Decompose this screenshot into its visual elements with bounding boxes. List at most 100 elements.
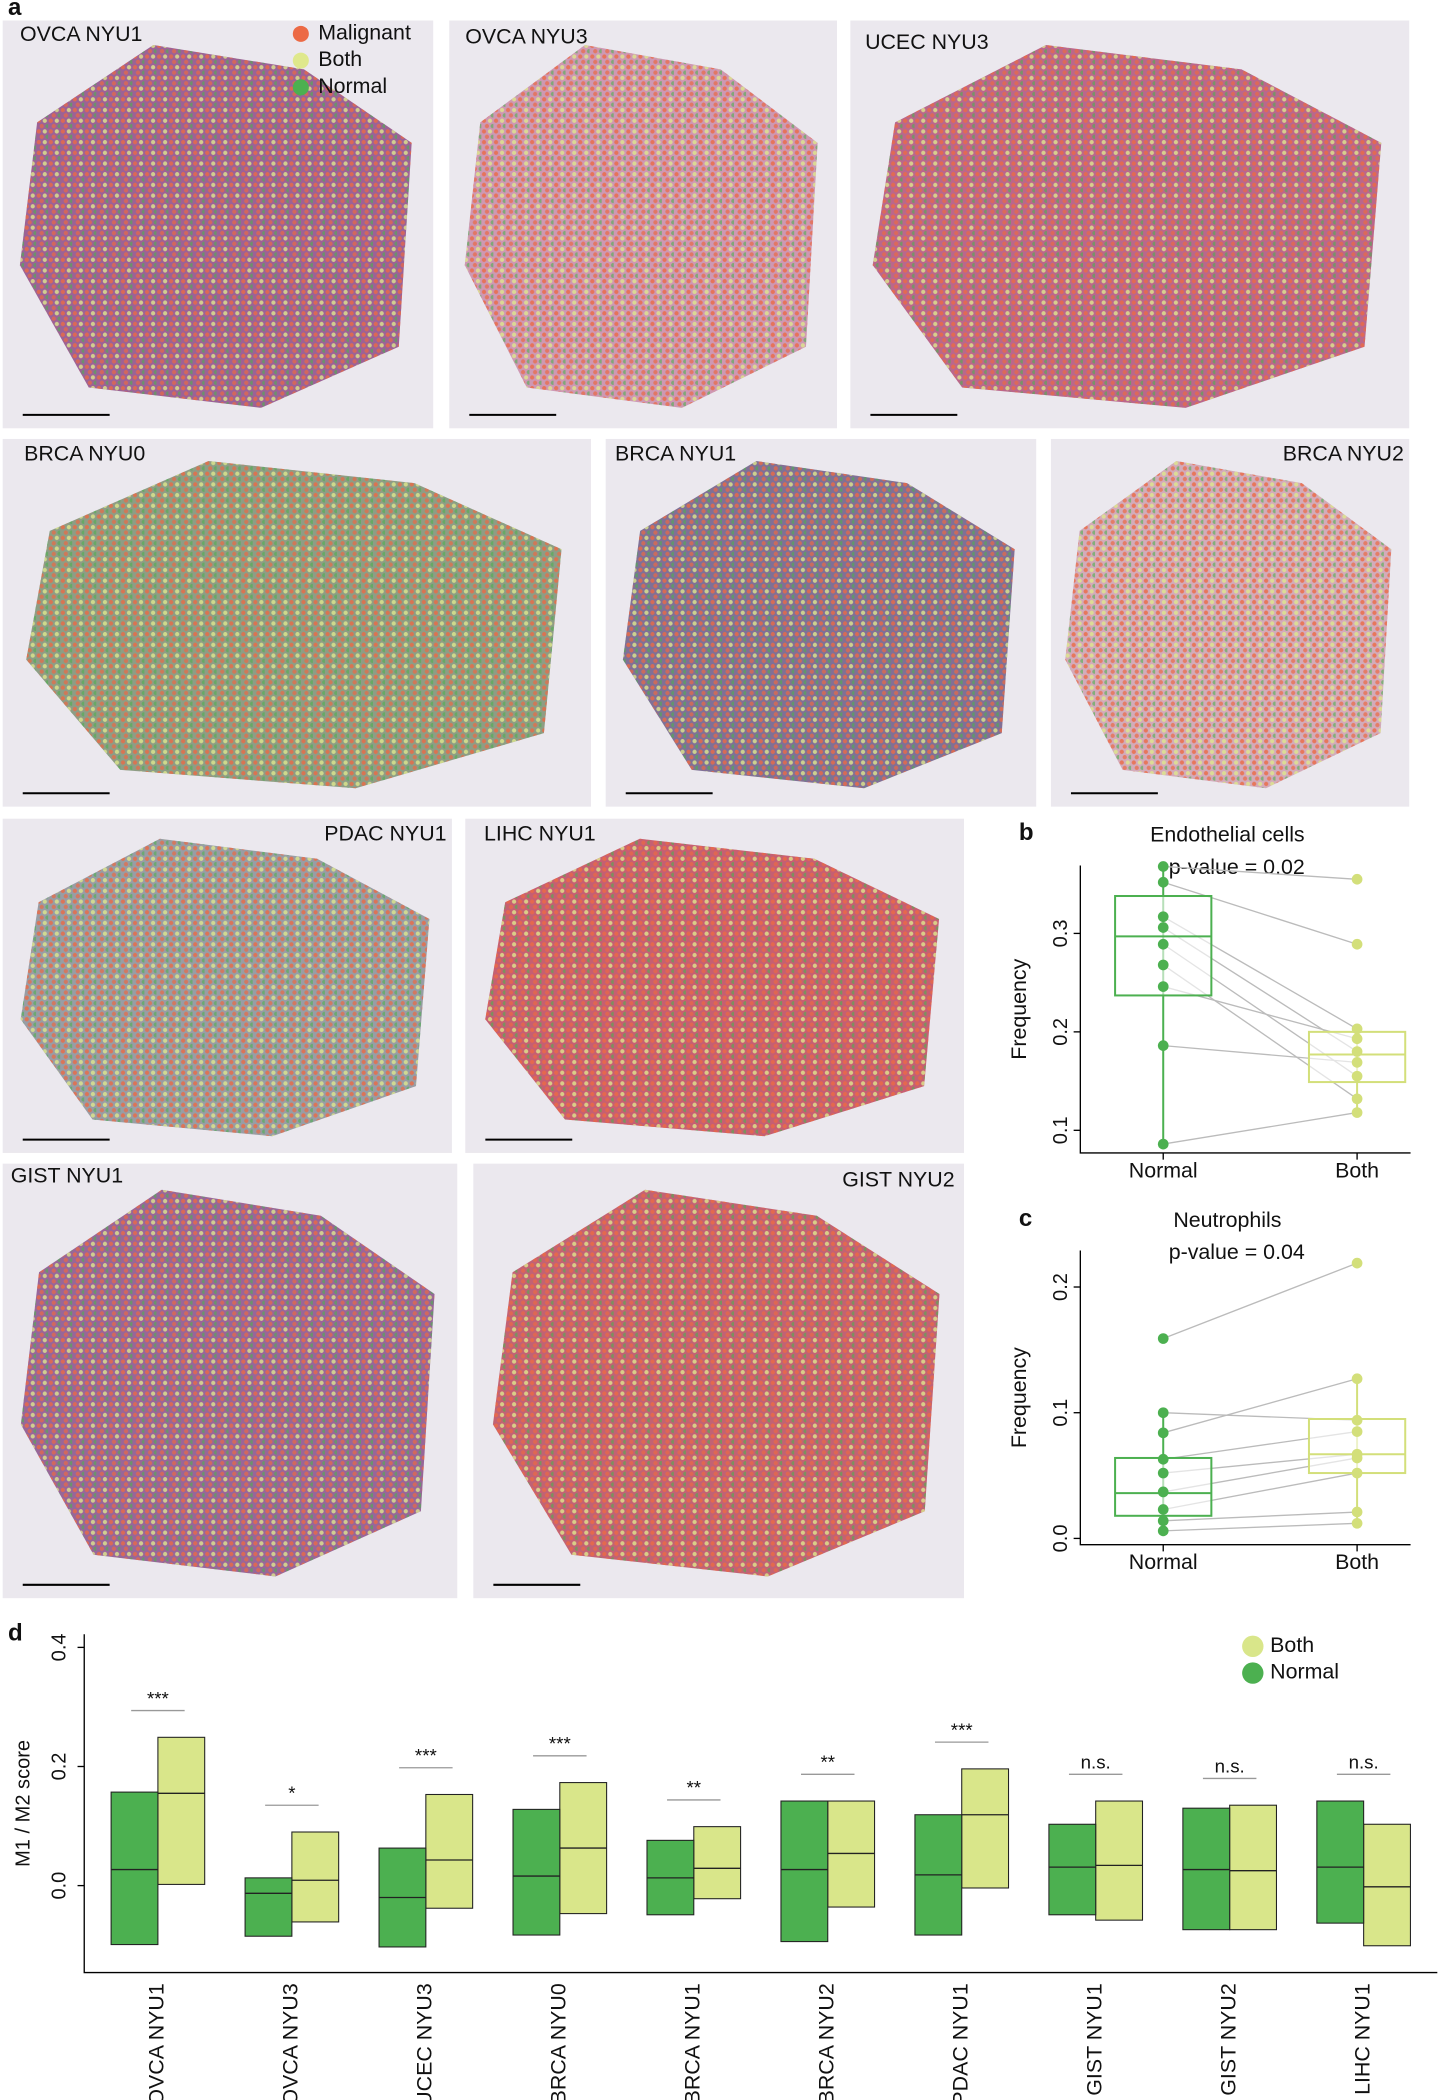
panel-a: OVCA NYU1 OVCA NYU3 UCEC NYU3 BRCA NYU0 BRCA… bbox=[2, 20, 1410, 1599]
y-tick-label: 0.2 bbox=[48, 1753, 70, 1781]
y-tick-label: 0.2 bbox=[1050, 1018, 1072, 1046]
range-box bbox=[1229, 1804, 1278, 1931]
tissue-spots bbox=[492, 1189, 940, 1577]
point bbox=[1157, 1515, 1169, 1527]
point bbox=[1157, 1525, 1169, 1537]
point bbox=[1157, 1427, 1169, 1439]
legend-label: Both bbox=[318, 47, 362, 71]
sample-label: OVCA NYU3 bbox=[465, 25, 587, 49]
range-box bbox=[1363, 1823, 1411, 1947]
tissue-spots bbox=[19, 44, 412, 408]
panel-label: b bbox=[1019, 819, 1034, 846]
y-tick-label: 0.0 bbox=[1050, 1524, 1072, 1552]
point bbox=[1157, 1467, 1169, 1479]
legend-label: Normal bbox=[318, 74, 387, 98]
chart-title: Endothelial cells bbox=[1150, 823, 1304, 847]
range-box bbox=[425, 1793, 474, 1909]
sig-label: ** bbox=[820, 1752, 835, 1773]
sample-label: OVCA NYU1 bbox=[20, 22, 142, 46]
tissue-spots bbox=[622, 461, 1015, 789]
range-box bbox=[1095, 1800, 1144, 1921]
point bbox=[1157, 981, 1169, 992]
point bbox=[1157, 1138, 1169, 1150]
y-tick-label: 0.4 bbox=[48, 1633, 70, 1661]
point bbox=[1157, 876, 1169, 888]
panel-label: a bbox=[8, 0, 22, 21]
x-tick-label: GIST NYU2 bbox=[1216, 1983, 1240, 2095]
legend-label: Malignant bbox=[318, 21, 411, 45]
range-box bbox=[291, 1831, 340, 1923]
axis bbox=[1079, 1250, 1411, 1546]
sample-label: BRCA NYU1 bbox=[615, 442, 736, 466]
pair-line bbox=[1163, 1522, 1358, 1532]
sig-label: n.s. bbox=[1215, 1756, 1245, 1777]
point bbox=[1351, 1414, 1363, 1426]
sample-label: UCEC NYU3 bbox=[865, 30, 989, 54]
point bbox=[1157, 938, 1169, 950]
x-tick-label: PDAC NYU1 bbox=[948, 1983, 972, 2100]
point bbox=[1157, 1040, 1169, 1051]
range-box bbox=[110, 1791, 159, 1946]
x-tick-label: BRCA NYU1 bbox=[680, 1983, 704, 2100]
sample-label: LIHC NYU1 bbox=[484, 821, 596, 845]
point bbox=[1157, 1333, 1169, 1344]
sample-label: GIST NYU2 bbox=[842, 1168, 954, 1192]
x-tick-label: BRCA NYU0 bbox=[546, 1983, 570, 2100]
legend-dot bbox=[1242, 1635, 1264, 1658]
point bbox=[1157, 1486, 1169, 1498]
y-axis-label: Frequency bbox=[1007, 958, 1031, 1059]
y-axis-label: Frequency bbox=[1007, 1347, 1031, 1448]
panel-label: d bbox=[8, 1620, 23, 1647]
sig-label: *** bbox=[549, 1733, 571, 1754]
y-tick-label: 0.1 bbox=[1050, 1399, 1072, 1427]
sig-label: *** bbox=[147, 1688, 169, 1709]
tissue-spots bbox=[872, 44, 1382, 408]
point bbox=[1351, 1046, 1363, 1057]
x-tick-label: Both bbox=[1335, 1158, 1379, 1182]
y-tick-label: 0.1 bbox=[1050, 1116, 1072, 1144]
sig-label: ** bbox=[687, 1777, 702, 1798]
y-tick-label: 0.2 bbox=[1050, 1273, 1072, 1301]
tissue-spots bbox=[464, 44, 818, 408]
sample-label: BRCA NYU0 bbox=[24, 442, 145, 466]
point bbox=[1351, 938, 1363, 950]
point bbox=[1351, 1023, 1363, 1035]
point bbox=[1351, 1452, 1363, 1464]
legend-dot bbox=[292, 25, 309, 42]
point bbox=[1351, 1257, 1363, 1269]
point bbox=[1351, 1373, 1363, 1385]
sig-label: *** bbox=[951, 1719, 973, 1740]
range-box bbox=[512, 1808, 561, 1936]
sig-label: *** bbox=[415, 1745, 437, 1766]
x-tick-label: Normal bbox=[1129, 1158, 1198, 1182]
range-box bbox=[780, 1800, 829, 1943]
annotation: p-value = 0.02 bbox=[1169, 855, 1305, 879]
point bbox=[1351, 1057, 1363, 1068]
pair-line bbox=[1162, 1262, 1358, 1340]
sig-label: * bbox=[288, 1783, 295, 1804]
point bbox=[1351, 1506, 1363, 1518]
point bbox=[1157, 861, 1169, 872]
point bbox=[1351, 1107, 1363, 1118]
sample-label: BRCA NYU2 bbox=[1283, 442, 1404, 466]
annotation: p-value = 0.04 bbox=[1169, 1240, 1305, 1264]
x-tick-label: UCEC NYU3 bbox=[413, 1983, 437, 2100]
point bbox=[1157, 922, 1169, 933]
y-axis-label: M1 / M2 score bbox=[12, 1740, 34, 1867]
legend-dot bbox=[292, 79, 309, 96]
point bbox=[1351, 1426, 1363, 1437]
chart-title: Neutrophils bbox=[1173, 1208, 1281, 1232]
sig-label: n.s. bbox=[1349, 1752, 1379, 1773]
point bbox=[1351, 1517, 1363, 1529]
legend-dot bbox=[292, 52, 309, 69]
sample-label: GIST NYU1 bbox=[11, 1164, 123, 1188]
legend-dot bbox=[1242, 1662, 1264, 1684]
point bbox=[1157, 1504, 1169, 1515]
pair-line bbox=[1163, 881, 1358, 945]
point bbox=[1351, 873, 1363, 885]
point bbox=[1351, 1033, 1363, 1045]
range-box bbox=[693, 1826, 742, 1900]
range-box bbox=[1048, 1823, 1097, 1916]
pair-line bbox=[1163, 1111, 1358, 1145]
